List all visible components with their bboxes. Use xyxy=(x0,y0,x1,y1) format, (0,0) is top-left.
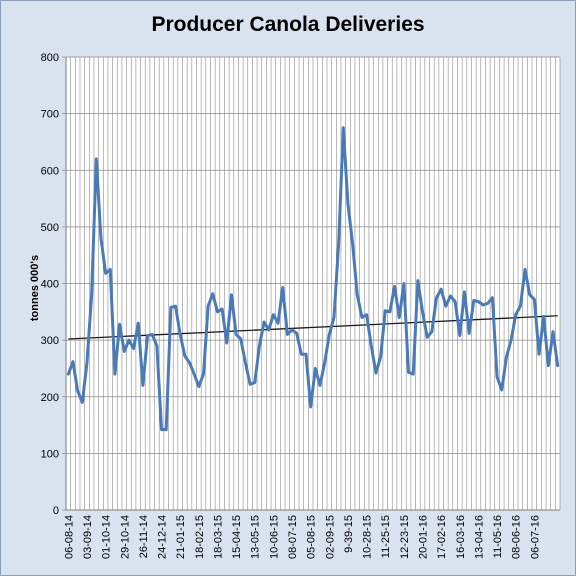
y-tick-label: 800 xyxy=(41,52,59,64)
x-tick-label: 05-08-15 xyxy=(306,515,318,559)
x-tick-label: 13-04-16 xyxy=(473,515,485,559)
y-tick-label: 0 xyxy=(53,505,59,517)
x-tick-label: 13-05-15 xyxy=(250,515,262,559)
x-tick-label: 06-07-16 xyxy=(529,515,541,559)
x-tick-label: 24-12-14 xyxy=(157,515,169,559)
x-tick-label: 02-09-15 xyxy=(324,515,336,559)
x-tick-label: 10-06-15 xyxy=(268,515,280,559)
x-tick-label: 08-06-16 xyxy=(511,515,523,559)
x-tick-label: 01-10-14 xyxy=(101,515,113,559)
x-tick-label: 11-05-16 xyxy=(492,515,504,558)
chart-title: Producer Canola Deliveries xyxy=(151,13,425,36)
x-tick-label: 16-03-16 xyxy=(455,515,467,559)
x-axis-ticks: 06-08-14 03-09-14 01-10-14 29-10-14 26-11-14… xyxy=(63,515,541,559)
series-line xyxy=(66,126,560,432)
x-tick-label: 08-07-15 xyxy=(287,515,299,559)
x-tick-label: 18-02-15 xyxy=(194,515,206,559)
x-tick-label: 18-03-15 xyxy=(212,515,224,559)
x-tick-label: 11-25-15 xyxy=(380,515,392,558)
y-axis-ticks: 0 100 200 300 400 500 600 700 800 xyxy=(41,52,59,517)
x-tick-label: 9-39-15 xyxy=(343,515,355,553)
x-tick-label: 15-04-15 xyxy=(231,515,243,559)
y-tick-label: 200 xyxy=(41,392,59,404)
x-tick-label: 17-02-16 xyxy=(436,515,448,559)
x-tick-label: 29-10-14 xyxy=(119,515,131,559)
x-tick-label: 21-01-15 xyxy=(175,515,187,559)
y-tick-label: 600 xyxy=(41,165,59,177)
x-tick-label: 10-28-15 xyxy=(362,515,374,559)
y-tick-label: 100 xyxy=(41,448,59,460)
y-tick-label: 500 xyxy=(41,222,59,234)
x-tick-label: 06-08-14 xyxy=(63,515,75,559)
x-tick-label: 03-09-14 xyxy=(82,515,94,559)
y-tick-label: 700 xyxy=(41,109,59,121)
x-tick-label: 20-01-16 xyxy=(418,515,430,559)
y-tick-label: 400 xyxy=(41,279,59,291)
y-tick-label: 300 xyxy=(41,335,59,347)
x-tick-label: 26-11-14 xyxy=(138,515,150,558)
x-tick-label: 12-23-15 xyxy=(399,515,411,559)
